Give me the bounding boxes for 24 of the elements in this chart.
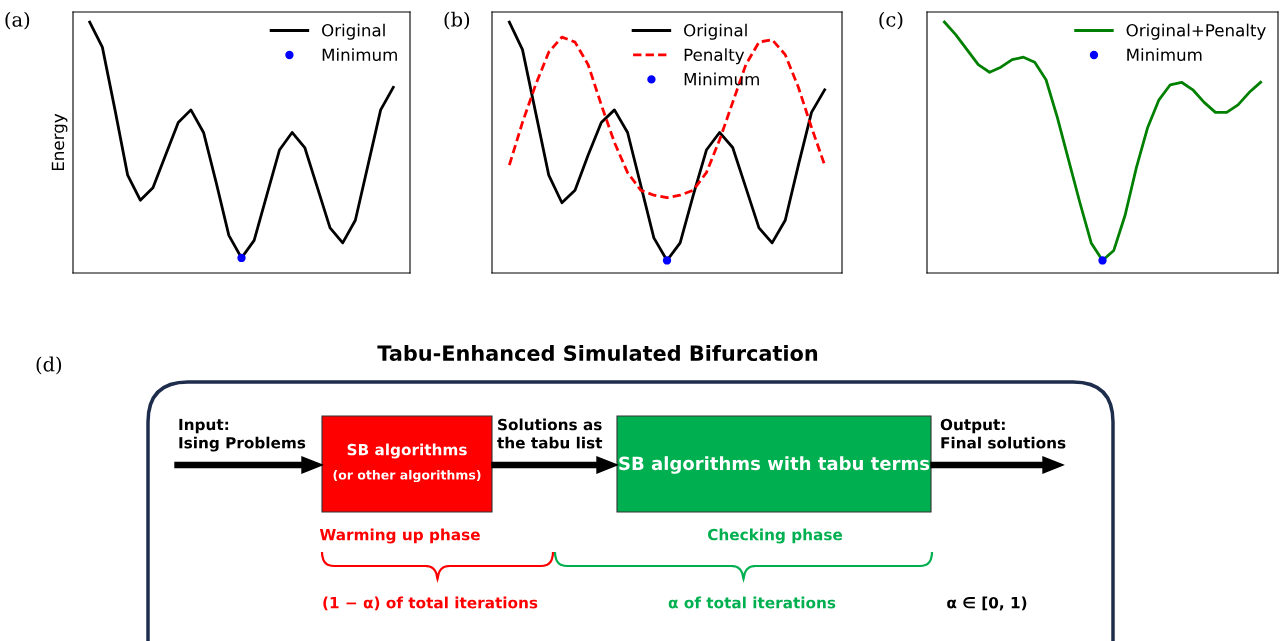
text: (b)	[444, 11, 470, 30]
legend-label: Original+Penalty	[1126, 23, 1266, 40]
legend-label: Minimum	[684, 72, 759, 86]
text: (c)	[879, 11, 903, 30]
text: α ∈ [0, 1)	[947, 596, 1027, 611]
text: (a)	[5, 11, 30, 30]
legend-label: Original	[322, 23, 385, 40]
text: (d)	[36, 356, 62, 375]
text: SB algorithms	[347, 443, 467, 459]
text: Solutions as the tabu list	[497, 418, 603, 449]
text: Tabu-Enhanced Simulated Bifurcation	[377, 344, 818, 362]
text: SB algorithms with tabu terms	[619, 456, 930, 474]
text: Output: Final solutions	[940, 418, 1066, 449]
text: α of total iterations	[668, 596, 836, 609]
legend-label: Minimum	[1127, 48, 1202, 62]
text: Checking phase	[707, 528, 843, 544]
legend-label: Minimum	[322, 48, 397, 62]
text: (1 − α) of total iterations	[323, 596, 538, 611]
text: (or other algorithms)	[333, 469, 481, 483]
y-axis-title: Energy	[51, 113, 68, 171]
legend-label: Original	[684, 23, 747, 40]
text: Input: Ising Problems	[179, 418, 306, 452]
text: Warming up phase	[319, 528, 480, 544]
legend-label: Penalty	[684, 48, 745, 65]
